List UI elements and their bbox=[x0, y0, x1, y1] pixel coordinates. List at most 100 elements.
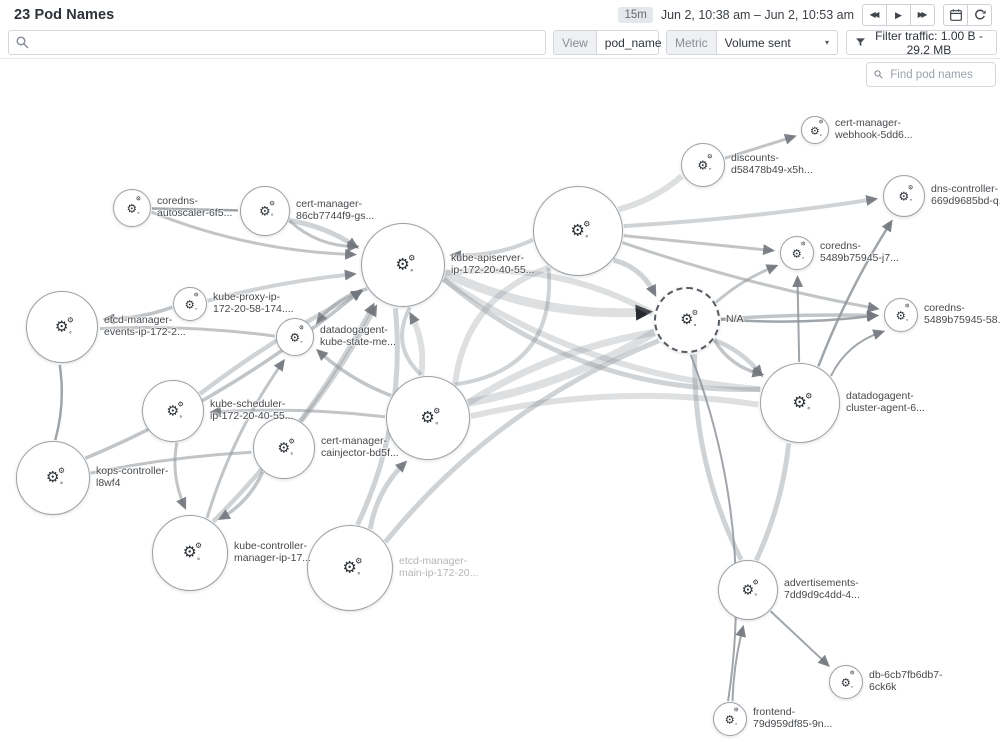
graph-node-certmgr[interactable]: ⚙ ⚙ ∘ bbox=[240, 186, 290, 236]
graph-edge bbox=[731, 624, 746, 702]
graph-node-kops[interactable]: ⚙ ⚙ ∘ bbox=[16, 441, 90, 515]
graph-node-scheduler[interactable]: ⚙ ⚙ ∘ bbox=[142, 380, 204, 442]
graph-edge bbox=[54, 364, 64, 441]
graph-node-frontend[interactable]: ⚙ ⚙ ∘ bbox=[713, 702, 747, 736]
graph-node-kcm[interactable]: ⚙ ⚙ ∘ bbox=[152, 515, 228, 591]
metric-value: Volume sent bbox=[724, 35, 791, 50]
graph-node-apiserver[interactable]: ⚙ ⚙ ∘ bbox=[361, 223, 445, 307]
view-label: View bbox=[554, 31, 597, 54]
graph-edge bbox=[769, 610, 830, 667]
graph-edge bbox=[444, 267, 655, 316]
graph-edge bbox=[830, 329, 886, 377]
gears-icon: ⚙ ⚙ ∘ bbox=[809, 118, 824, 139]
graph-edge bbox=[383, 338, 660, 544]
graph-edge bbox=[400, 306, 423, 377]
gears-icon: ⚙ ⚙ ∘ bbox=[898, 184, 914, 204]
gears-icon: ⚙ ⚙ ∘ bbox=[840, 670, 855, 691]
graph-node-big1[interactable]: ⚙ ⚙ ∘ bbox=[533, 186, 623, 276]
graph-edge bbox=[288, 219, 360, 252]
time-range-badge: 15m bbox=[618, 7, 653, 23]
graph-edge bbox=[612, 257, 657, 298]
graph-node-cainjector[interactable]: ⚙ ⚙ ∘ bbox=[253, 417, 315, 479]
graph-edge bbox=[443, 269, 653, 321]
gears-icon: ⚙ ⚙ ∘ bbox=[45, 466, 65, 487]
graph-node-clusteragent[interactable]: ⚙ ⚙ ∘ bbox=[760, 363, 840, 443]
graph-node-kubestate[interactable]: ⚙ ⚙ ∘ bbox=[276, 318, 314, 356]
gears-icon: ⚙ ⚙ ∘ bbox=[184, 292, 199, 313]
query-search-box[interactable] bbox=[8, 30, 546, 55]
graph-edge bbox=[724, 133, 797, 160]
graph-edge bbox=[449, 237, 534, 262]
graph-node-na[interactable]: ⚙ ⚙ ∘ bbox=[654, 287, 720, 353]
graph-edge bbox=[99, 326, 276, 338]
toolbar: View pod_name ▾ Metric Volume sent ▾ Fil… bbox=[0, 28, 1000, 59]
skip-back-button[interactable]: ◀◀ bbox=[862, 4, 887, 26]
graph-node-discounts[interactable]: ⚙ ⚙ ∘ bbox=[681, 143, 725, 187]
graph-node-corednsj7[interactable]: ⚙ ⚙ ∘ bbox=[780, 236, 814, 270]
search-icon bbox=[16, 36, 29, 49]
graph-node-dnsctl[interactable]: ⚙ ⚙ ∘ bbox=[883, 175, 925, 217]
find-pod-names-input[interactable] bbox=[888, 67, 988, 82]
calendar-icon bbox=[949, 9, 962, 21]
view-select[interactable]: View pod_name ▾ bbox=[553, 30, 678, 55]
time-range-text: Jun 2, 10:38 am – Jun 2, 10:53 am bbox=[660, 8, 854, 22]
find-pod-names-box[interactable] bbox=[866, 62, 996, 87]
graph-node-webhook[interactable]: ⚙ ⚙ ∘ bbox=[801, 116, 829, 144]
metric-select[interactable]: Metric Volume sent ▾ bbox=[666, 30, 838, 55]
refresh-button[interactable] bbox=[967, 4, 992, 26]
graph-edge bbox=[715, 264, 779, 304]
graph-edge bbox=[207, 269, 357, 303]
graph-edge bbox=[217, 471, 265, 520]
chevron-down-icon: ▾ bbox=[824, 38, 829, 47]
calendar-button[interactable] bbox=[943, 4, 968, 26]
graph-edge bbox=[151, 210, 358, 260]
view-value: pod_name bbox=[604, 35, 662, 50]
graph-edge bbox=[211, 302, 375, 524]
gears-icon: ⚙ ⚙ ∘ bbox=[792, 391, 813, 413]
graph-node-etcdevents[interactable]: ⚙ ⚙ ∘ bbox=[26, 291, 98, 363]
graph-node-db[interactable]: ⚙ ⚙ ∘ bbox=[829, 665, 863, 699]
graph-edge bbox=[712, 339, 765, 378]
search-icon bbox=[874, 70, 883, 79]
graph-edge bbox=[617, 173, 684, 213]
graph-edge bbox=[208, 406, 386, 419]
gears-icon: ⚙ ⚙ ∘ bbox=[697, 153, 713, 173]
gears-icon: ⚙ ⚙ ∘ bbox=[570, 219, 591, 241]
gears-icon: ⚙ ⚙ ∘ bbox=[258, 199, 276, 220]
gears-icon: ⚙ ⚙ ∘ bbox=[182, 540, 203, 563]
play-button[interactable]: ▶ bbox=[886, 4, 911, 26]
skip-forward-button[interactable]: ▶▶ bbox=[910, 4, 935, 26]
graph-edge bbox=[102, 305, 173, 325]
graph-edge bbox=[173, 442, 187, 510]
query-search-input[interactable] bbox=[35, 34, 538, 51]
graph-edge bbox=[451, 264, 550, 385]
gears-icon: ⚙ ⚙ ∘ bbox=[277, 436, 295, 458]
graph-edge bbox=[466, 328, 655, 406]
skip-forward-icon: ▶▶ bbox=[917, 10, 928, 19]
graph-edge bbox=[441, 276, 761, 393]
gears-icon: ⚙ ⚙ ∘ bbox=[395, 253, 416, 275]
graph-node-ads[interactable]: ⚙ ⚙ ∘ bbox=[718, 560, 778, 620]
graph-edge bbox=[151, 207, 239, 212]
page-title: 23 Pod Names bbox=[14, 7, 115, 23]
graph-edge bbox=[754, 443, 792, 562]
graph-node-etcdmain[interactable]: ⚙ ⚙ ∘ bbox=[307, 525, 393, 611]
gears-icon: ⚙ ⚙ ∘ bbox=[741, 578, 759, 599]
graph-edge bbox=[367, 460, 408, 530]
calendar-refresh-group bbox=[943, 4, 992, 26]
gears-icon: ⚙ ⚙ ∘ bbox=[289, 325, 305, 345]
filter-traffic-button[interactable]: Filter traffic: 1.00 B - 29.2 MB bbox=[846, 29, 997, 57]
graph-node-coredns58[interactable]: ⚙ ⚙ ∘ bbox=[884, 298, 918, 332]
skip-back-icon: ◀◀ bbox=[869, 10, 880, 19]
graph-edge bbox=[442, 277, 761, 392]
graph-node-kubeproxy[interactable]: ⚙ ⚙ ∘ bbox=[173, 287, 207, 321]
gears-icon: ⚙ ⚙ ∘ bbox=[342, 556, 363, 578]
graph-edge bbox=[470, 392, 759, 420]
graph-edge bbox=[792, 274, 804, 363]
gears-icon: ⚙ ⚙ ∘ bbox=[54, 315, 74, 336]
graph-node-autoscaler[interactable]: ⚙ ⚙ ∘ bbox=[113, 189, 151, 227]
play-icon: ▶ bbox=[895, 9, 902, 20]
graph-node-big2[interactable]: ⚙ ⚙ ∘ bbox=[386, 376, 470, 460]
header: 23 Pod Names 15m Jun 2, 10:38 am – Jun 2… bbox=[0, 0, 1000, 27]
